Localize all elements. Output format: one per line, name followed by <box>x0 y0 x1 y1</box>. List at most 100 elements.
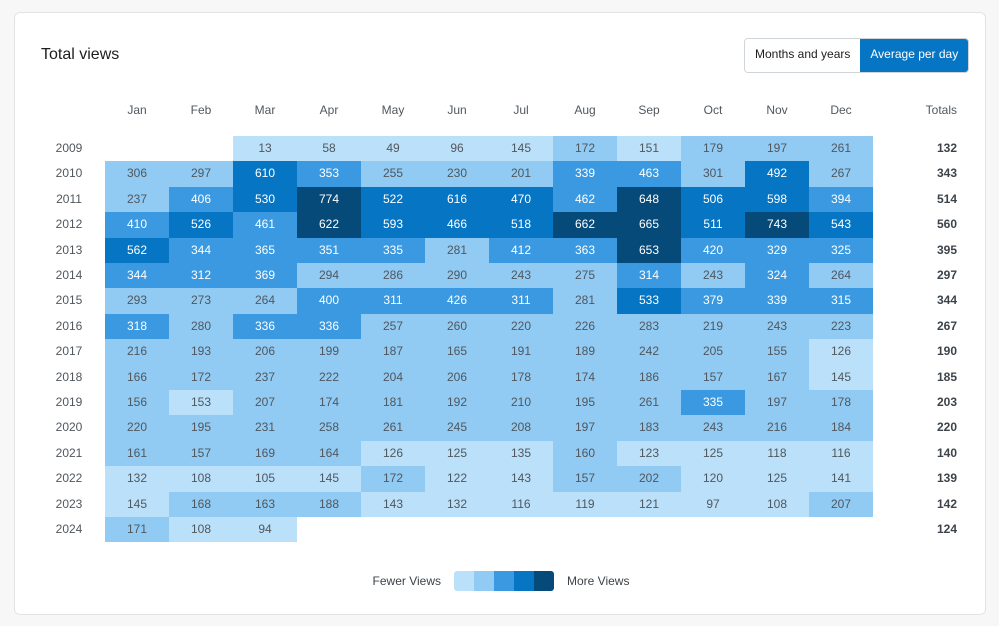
heatmap-cell: 335 <box>361 237 425 263</box>
heatmap-cell: 344 <box>169 237 233 263</box>
heatmap-cell: 151 <box>617 136 681 162</box>
heatmap-cell: 420 <box>681 237 745 263</box>
row-total: 190 <box>936 344 957 359</box>
heatmap-cell: 466 <box>425 212 489 238</box>
months-and-years-button[interactable]: Months and years <box>745 39 861 72</box>
heatmap-cell: 143 <box>361 491 425 517</box>
heatmap-cell: 290 <box>425 263 489 289</box>
heatmap-cell: 199 <box>297 339 361 365</box>
heatmap-cell: 122 <box>425 466 489 492</box>
heatmap-cell: 562 <box>105 237 169 263</box>
heatmap-cell: 220 <box>105 415 169 441</box>
heatmap-cell: 344 <box>105 263 169 289</box>
heatmap-cell: 260 <box>425 313 489 340</box>
legend-more-label: More Views <box>567 574 630 588</box>
heatmap-cell: 205 <box>681 339 745 365</box>
heatmap-cell: 204 <box>361 364 425 390</box>
heatmap-cell: 157 <box>169 440 233 467</box>
heatmap-cell: 161 <box>105 440 169 467</box>
heatmap-cell: 153 <box>169 390 233 416</box>
heatmap-cell: 264 <box>809 263 873 289</box>
heatmap-cell: 119 <box>553 491 617 517</box>
heatmap-cell: 172 <box>553 136 617 162</box>
heatmap-cell: 261 <box>361 415 425 441</box>
heatmap-cell: 223 <box>809 313 873 340</box>
month-header-feb: Feb <box>190 103 212 117</box>
heatmap-cell: 324 <box>745 263 809 289</box>
heatmap-cell: 160 <box>553 440 617 467</box>
heatmap-cell: 318 <box>105 313 169 340</box>
heatmap-cell: 339 <box>745 288 809 314</box>
heatmap-cell: 543 <box>809 212 873 238</box>
heatmap-cell: 49 <box>361 136 425 162</box>
year-label: 2017 <box>55 344 83 359</box>
heatmap-cell: 325 <box>809 237 873 263</box>
heatmap-cell: 121 <box>617 491 681 517</box>
heatmap-cell: 125 <box>681 440 745 467</box>
heatmap-cell: 169 <box>233 440 297 467</box>
heatmap-cell: 522 <box>361 186 425 213</box>
heatmap-cell: 412 <box>489 237 553 263</box>
year-label: 2020 <box>55 420 83 435</box>
heatmap-cell: 188 <box>297 491 361 517</box>
heatmap-cell: 197 <box>553 415 617 441</box>
heatmap-cell: 622 <box>297 212 361 238</box>
heatmap-cell: 243 <box>681 415 745 441</box>
heatmap-cell: 172 <box>361 466 425 492</box>
legend-swatch <box>494 571 514 591</box>
heatmap-cell: 97 <box>681 491 745 517</box>
heatmap-cell: 243 <box>681 263 745 289</box>
heatmap-cell: 186 <box>617 364 681 390</box>
heatmap-cell: 410 <box>105 212 169 238</box>
heatmap-cell: 743 <box>745 212 809 238</box>
month-header-jan: Jan <box>127 103 147 117</box>
heatmap-cell: 306 <box>105 161 169 187</box>
heatmap-cell: 665 <box>617 212 681 238</box>
month-header-apr: Apr <box>319 103 339 117</box>
heatmap-cell: 191 <box>489 339 553 365</box>
totals-header: Totals <box>925 103 957 117</box>
year-label: 2018 <box>55 369 83 384</box>
heatmap-cell: 193 <box>169 339 233 365</box>
month-header-dec: Dec <box>830 103 852 117</box>
heatmap-cell: 157 <box>553 466 617 492</box>
heatmap-cell: 179 <box>681 136 745 162</box>
month-header-jul: Jul <box>513 103 529 117</box>
heatmap-cell: 335 <box>681 390 745 416</box>
view-mode-toggle: Months and years Average per day <box>744 38 970 73</box>
heatmap-cell: 511 <box>681 212 745 238</box>
year-label: 2015 <box>55 293 83 308</box>
heatmap-cell: 120 <box>681 466 745 492</box>
heatmap-cell: 207 <box>233 390 297 416</box>
heatmap-cell: 283 <box>617 313 681 340</box>
year-label: 2019 <box>55 395 83 409</box>
heatmap-cell: 530 <box>233 186 297 213</box>
heatmap-cell: 463 <box>617 161 681 187</box>
heatmap-cell: 365 <box>233 237 297 263</box>
heatmap-cell: 281 <box>425 237 489 263</box>
heatmap-cell: 116 <box>809 440 873 467</box>
heatmap-cell: 314 <box>617 263 681 289</box>
month-header-jun: Jun <box>447 103 467 117</box>
heatmap-cell: 105 <box>233 466 297 492</box>
heatmap-cell: 178 <box>809 390 873 416</box>
year-label: 2009 <box>55 141 83 155</box>
heatmap-cell: 243 <box>489 263 553 289</box>
heatmap-cell: 219 <box>681 313 745 340</box>
heatmap-cell: 351 <box>297 237 361 263</box>
heatmap-cell: 108 <box>169 466 233 492</box>
row-total: 140 <box>936 445 957 460</box>
heatmap-cell: 195 <box>553 390 617 416</box>
average-per-day-button[interactable]: Average per day <box>860 39 969 72</box>
row-total: 297 <box>936 268 957 282</box>
heatmap-cell: 267 <box>809 161 873 187</box>
heatmap-cell: 470 <box>489 186 553 213</box>
heatmap-cell: 315 <box>809 288 873 314</box>
heatmap-cell: 94 <box>233 517 297 543</box>
heatmap-cell: 242 <box>617 339 681 365</box>
heatmap-cell: 187 <box>361 339 425 365</box>
heatmap-cell: 201 <box>489 161 553 187</box>
heatmap-cell: 258 <box>297 415 361 441</box>
heatmap-cell: 125 <box>425 440 489 467</box>
legend: Fewer Views More Views <box>15 571 987 591</box>
